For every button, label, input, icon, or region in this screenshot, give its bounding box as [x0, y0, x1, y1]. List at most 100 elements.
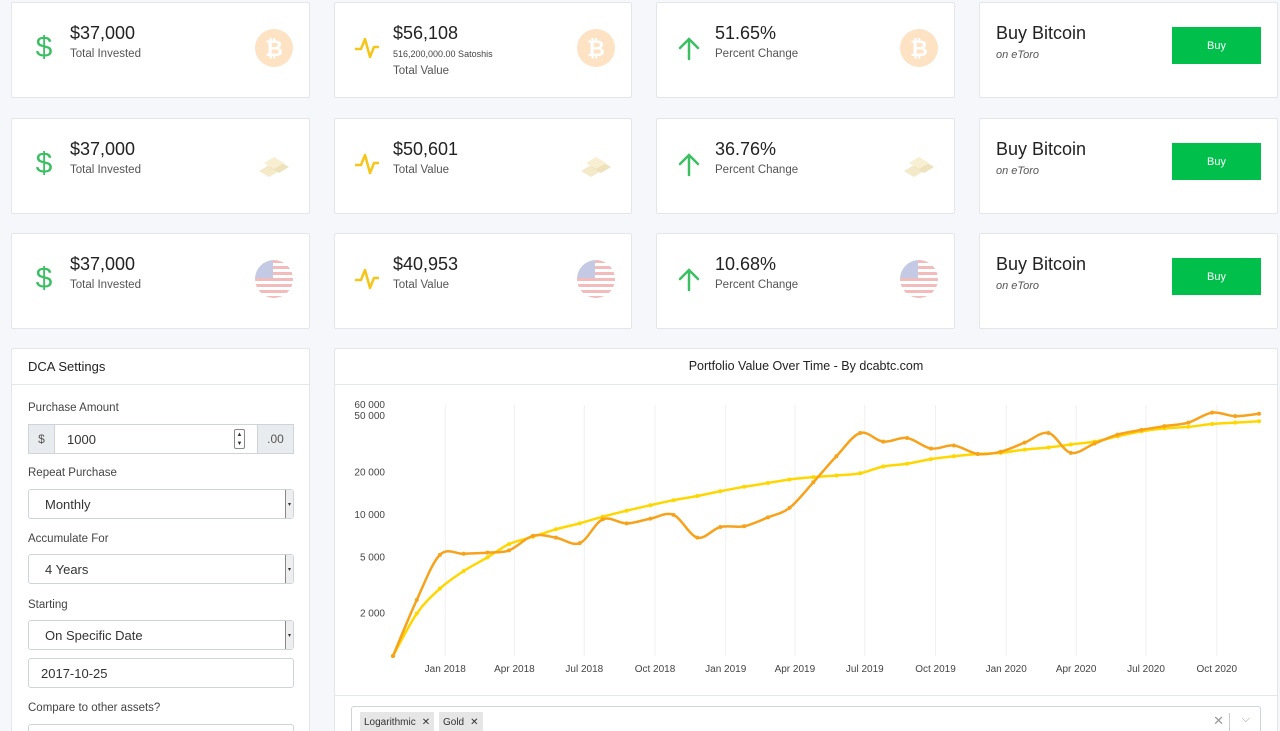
- data-point: [1210, 410, 1215, 415]
- data-point: [553, 527, 558, 532]
- tag-label: Logarithmic: [364, 716, 416, 728]
- data-point: [1162, 424, 1167, 429]
- data-point: [530, 533, 535, 538]
- data-point: [461, 551, 466, 556]
- data-point: [742, 484, 747, 489]
- data-point: [695, 493, 700, 498]
- data-point: [648, 503, 653, 508]
- total-invested-value: $37,000: [70, 23, 136, 43]
- buy-card: Buy Bitcoin on eToro Buy: [979, 233, 1278, 329]
- total-invested-card: $ $37,000 Total Invested: [11, 233, 310, 329]
- data-point: [695, 535, 700, 540]
- data-point: [624, 521, 629, 526]
- data-point: [391, 654, 395, 658]
- svg-text:₿: ₿: [587, 36, 605, 61]
- data-point: [1046, 445, 1051, 450]
- activity-icon: [355, 153, 379, 175]
- divider: [1229, 713, 1230, 731]
- data-point: [858, 431, 863, 436]
- remove-tag-icon[interactable]: ✕: [421, 716, 431, 728]
- us-flag-icon: [255, 260, 293, 298]
- start-date-input[interactable]: 2017-10-25: [28, 658, 294, 688]
- chevron-down-icon: ▾: [285, 555, 293, 583]
- repeat-purchase-value: Monthly: [45, 497, 91, 512]
- percent-change-value: 51.65%: [715, 23, 777, 43]
- starting-select[interactable]: On Specific Date ▾: [28, 620, 294, 650]
- buy-button[interactable]: Buy: [1172, 27, 1261, 64]
- total-invested-label: Total Invested: [70, 48, 141, 60]
- purchase-amount-input[interactable]: 1000 ▲ ▼: [54, 424, 258, 454]
- y-tick-label: 10 000: [354, 510, 385, 521]
- data-point: [1257, 411, 1261, 416]
- purchase-amount-group: $ 1000 ▲ ▼ .00: [28, 424, 294, 454]
- buy-button[interactable]: Buy: [1172, 143, 1261, 180]
- data-point: [1115, 432, 1120, 437]
- data-point: [811, 480, 816, 485]
- total-invested-label: Total Invested: [70, 279, 141, 291]
- total-value-label: Total Value: [393, 279, 450, 291]
- data-point: [1068, 450, 1073, 455]
- total-invested-value: $37,000: [70, 254, 136, 274]
- total-value-value: $40,953: [393, 254, 459, 274]
- dollar-icon: $: [36, 31, 53, 64]
- svg-text:₿: ₿: [910, 36, 928, 61]
- clear-icon[interactable]: ✕: [1213, 713, 1224, 728]
- data-point: [1233, 414, 1238, 419]
- series-line: [391, 411, 1260, 657]
- data-point: [928, 446, 933, 451]
- total-invested-card: $ $37,000 Total Invested ₿: [11, 2, 310, 98]
- data-point: [671, 512, 676, 517]
- x-tick-label: Oct 2019: [915, 664, 956, 675]
- data-point: [905, 436, 910, 441]
- data-point: [1257, 419, 1261, 424]
- activity-icon: [355, 268, 379, 290]
- data-point: [414, 611, 419, 616]
- y-tick-label: 20 000: [354, 467, 385, 478]
- data-point: [648, 516, 653, 521]
- remove-tag-icon[interactable]: ✕: [470, 716, 479, 728]
- data-point: [951, 454, 956, 459]
- repeat-purchase-select[interactable]: Monthly ▾: [28, 489, 294, 519]
- dca-settings-panel: DCA Settings Purchase Amount $ 1000 ▲ ▼ .…: [11, 348, 310, 731]
- total-value-label: Total Value: [393, 164, 450, 176]
- data-point: [507, 542, 512, 547]
- total-value-label: Total Value: [393, 65, 450, 77]
- buy-subtitle: on eToro: [996, 280, 1040, 292]
- data-point: [858, 471, 863, 476]
- data-point: [742, 524, 747, 529]
- total-value-value: $56,108: [393, 23, 459, 43]
- accumulate-for-value: 4 Years: [45, 562, 89, 577]
- buy-card: Buy Bitcoin on eToro Buy: [979, 118, 1278, 214]
- svg-text:₿: ₿: [265, 36, 283, 61]
- y-tick-label: 50 000: [354, 411, 385, 422]
- chevron-down-icon[interactable]: ⌵: [1241, 713, 1250, 725]
- y-tick-label: 60 000: [354, 400, 385, 411]
- percent-change-card: 51.65% Percent Change ₿: [656, 2, 955, 98]
- gold-bars-icon: [904, 157, 934, 177]
- x-tick-label: Apr 2018: [494, 664, 535, 675]
- number-spinner[interactable]: ▲ ▼: [234, 429, 245, 449]
- data-point: [718, 489, 723, 494]
- compare-multiselect[interactable]: Logarithmic ✕ Gold ✕ ✕ ⌵: [351, 706, 1261, 731]
- data-point: [577, 521, 582, 526]
- data-point: [671, 498, 676, 503]
- portfolio-chart: Jan 2018 Apr 2018 Jul 2018 Oct 2018 Jan 2019…: [354, 400, 1261, 675]
- data-point: [765, 515, 770, 520]
- data-point: [414, 597, 419, 602]
- buy-title: Buy Bitcoin: [996, 139, 1087, 159]
- data-point: [718, 525, 723, 530]
- accumulate-for-select[interactable]: 4 Years ▾: [28, 554, 294, 584]
- buy-button[interactable]: Buy: [1172, 258, 1261, 295]
- data-point: [787, 477, 792, 482]
- percent-change-label: Percent Change: [715, 48, 799, 60]
- x-tick-label: Jul 2020: [1127, 664, 1165, 675]
- data-point: [1046, 431, 1051, 436]
- data-point: [1068, 442, 1073, 447]
- percent-change-value: 10.68%: [715, 254, 777, 274]
- chevron-down-icon: ▾: [285, 490, 293, 518]
- total-invested-card: $ $37,000 Total Invested: [11, 118, 310, 214]
- starting-value: On Specific Date: [45, 628, 143, 643]
- dollar-icon: $: [36, 147, 53, 180]
- data-point: [881, 439, 886, 444]
- compare-assets-select[interactable]: [28, 724, 294, 731]
